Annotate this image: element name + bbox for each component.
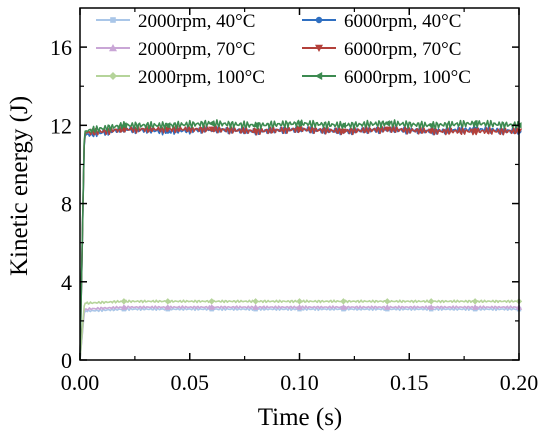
data-point (296, 298, 303, 305)
series-line (79, 124, 520, 361)
data-point (384, 298, 391, 305)
series-6 (79, 119, 522, 361)
data-point (471, 304, 479, 310)
series-3 (79, 304, 523, 361)
x-tick-label: 0.00 (61, 370, 100, 395)
data-point (471, 120, 478, 127)
data-point (296, 126, 303, 133)
data-point (208, 126, 215, 133)
x-axis-title: Time (s) (258, 404, 343, 431)
data-point (120, 298, 128, 305)
series-lines (79, 119, 523, 361)
data-point (340, 122, 346, 129)
data-point (384, 304, 391, 310)
data-point (428, 298, 435, 305)
legend: 2000rpm, 40°C 6000rpm, 40°C 2000rpm, 70°C 6… (96, 11, 471, 88)
data-point (252, 128, 259, 135)
y-tick-label: 12 (50, 113, 72, 138)
data-point (208, 304, 215, 310)
data-point (384, 126, 391, 133)
series-2 (79, 124, 522, 361)
series-line (79, 307, 520, 361)
legend-label: 6000rpm, 70°C (344, 39, 461, 60)
legend-label: 6000rpm, 40°C (344, 11, 461, 32)
data-point (208, 298, 215, 305)
legend-label: 2000rpm, 70°C (138, 39, 255, 60)
data-point (471, 298, 479, 305)
data-point (340, 304, 347, 310)
series-line (79, 305, 520, 361)
legend-item: 2000rpm, 70°C (96, 39, 255, 60)
legend-label: 2000rpm, 100°C (138, 67, 265, 88)
data-point (428, 128, 435, 135)
data-point (296, 120, 303, 127)
data-point (252, 304, 259, 310)
y-tick-label: 0 (61, 348, 72, 373)
series-4 (79, 124, 523, 361)
legend-swatch-marker (315, 44, 323, 52)
y-tick-label: 4 (61, 270, 72, 295)
data-point (164, 304, 171, 310)
tick-labels: 0.00 0.05 0.10 0.15 0.20 0 4 8 12 16 (50, 35, 538, 395)
x-tick-label: 0.10 (280, 370, 319, 395)
data-point (428, 304, 435, 310)
legend-item: 6000rpm, 100°C (302, 67, 471, 88)
legend-item: 6000rpm, 70°C (302, 39, 461, 60)
data-point (428, 122, 434, 129)
axes (79, 7, 520, 361)
legend-item: 6000rpm, 40°C (302, 11, 461, 32)
data-point (164, 122, 171, 129)
legend-swatch-marker (109, 72, 117, 80)
legend-label: 2000rpm, 40°C (138, 11, 255, 32)
series-1 (79, 306, 522, 361)
x-tick-label: 0.15 (390, 370, 429, 395)
data-point (252, 298, 259, 305)
legend-item: 2000rpm, 40°C (96, 11, 255, 32)
series-line (79, 124, 520, 361)
data-point (340, 128, 347, 135)
data-point (252, 122, 259, 129)
data-point (120, 304, 128, 310)
legend-swatch-marker (110, 17, 116, 23)
legend-label: 6000rpm, 100°C (344, 67, 471, 88)
data-point (164, 298, 171, 305)
legend-swatch-marker (109, 44, 117, 52)
data-point (384, 120, 390, 127)
x-tick-label: 0.20 (500, 370, 539, 395)
data-point (120, 122, 127, 129)
series-5 (79, 298, 523, 361)
y-axis-title: Kinetic energy (J) (6, 96, 33, 276)
series-line (79, 119, 520, 361)
data-point (471, 128, 479, 135)
legend-swatch-marker (315, 72, 323, 80)
legend-swatch-marker (315, 16, 323, 24)
legend-item: 2000rpm, 100°C (96, 67, 265, 88)
x-tick-label: 0.05 (171, 370, 210, 395)
data-point (340, 298, 347, 305)
data-point (208, 120, 215, 127)
data-point (296, 304, 303, 310)
y-tick-label: 16 (50, 35, 72, 60)
y-tick-label: 8 (61, 192, 72, 217)
data-point (164, 126, 171, 133)
